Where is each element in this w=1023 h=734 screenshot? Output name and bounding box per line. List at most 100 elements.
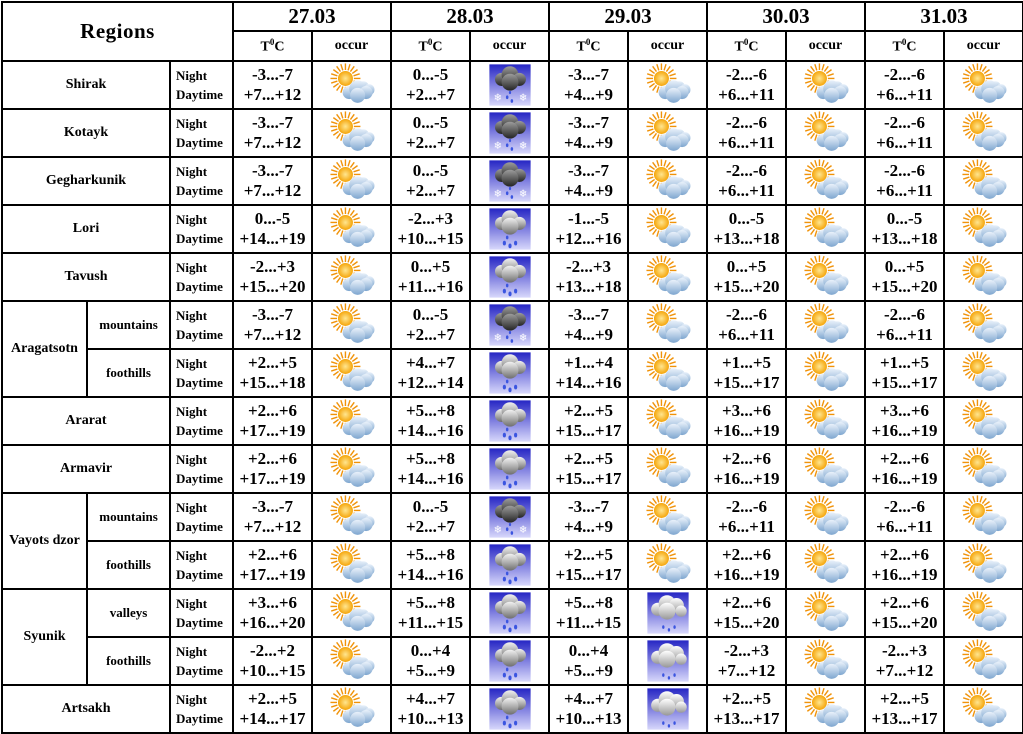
daytime-temp: +11...+15 (555, 613, 622, 632)
temperature-cell: +5...+8 +14...+16 (390, 444, 471, 494)
sun-cloud-icon (645, 303, 690, 343)
daytime-temp: +7...+12 (875, 661, 934, 680)
temperature-cell: +1...+5 +15...+17 (864, 348, 945, 398)
weather-occurrence-cell (943, 540, 1023, 590)
temperature-cell: -2...-6 +6...+11 (706, 156, 787, 206)
temp-header-sup: 0 (427, 36, 433, 47)
daytime-temp: +6...+11 (718, 133, 775, 152)
daytime-temp: +15...+18 (239, 373, 306, 392)
temperature-cell: 0...-5 +2...+7 (390, 156, 471, 206)
temp-column-header: T0C (548, 30, 629, 62)
date-header-31.03: 31.03 (864, 1, 1023, 32)
night-temp: -3...-7 (567, 496, 610, 516)
weather-occurrence-cell: ❄ ❄ (469, 60, 550, 110)
daytime-label: Daytime (176, 471, 223, 486)
temperature-cell: +2...+6 +17...+19 (232, 540, 313, 590)
sun-cloud-icon (961, 351, 1006, 391)
temp-header-t: T (734, 39, 744, 55)
daytime-temp: +6...+11 (718, 325, 775, 344)
daytime-temp: +16...+19 (871, 565, 938, 584)
night-temp: +3...+6 (879, 400, 930, 420)
night-temp: -2...+3 (881, 640, 928, 660)
weather-occurrence-cell (627, 444, 708, 494)
temperature-cell: +2...+6 +16...+19 (864, 540, 945, 590)
temp-column-header: T0C (232, 30, 313, 62)
sun-cloud-icon (645, 399, 690, 439)
occur-column-header: occur (311, 30, 392, 62)
daytime-temp: +7...+12 (243, 325, 302, 344)
night-label: Night (176, 163, 208, 179)
night-temp: +2...+5 (563, 544, 614, 564)
night-temp: +2...+6 (247, 448, 298, 468)
temperature-cell: -2...-6 +6...+11 (864, 60, 945, 110)
sleet-icon: ❄ ❄ (488, 304, 531, 346)
sun-cloud-icon (329, 495, 374, 535)
rain-icon (488, 640, 531, 682)
daytime-temp: +13...+17 (713, 709, 780, 728)
night-temp: 0...-5 (412, 160, 449, 180)
time-of-day-cell: Night Daytime (169, 156, 234, 206)
temperature-cell: +3...+6 +16...+19 (706, 396, 787, 446)
svg-text:❄: ❄ (518, 140, 527, 152)
weather-occurrence-cell (627, 348, 708, 398)
sun-cloud-icon (329, 159, 374, 199)
temperature-cell: -3...-7 +4...+9 (548, 108, 629, 158)
weather-occurrence-cell (627, 684, 708, 734)
night-label: Night (176, 547, 208, 563)
sun-cloud-icon (803, 111, 848, 151)
sun-cloud-icon (645, 543, 690, 583)
occur-column-header: occur (943, 30, 1023, 62)
night-temp: +5...+8 (405, 592, 456, 612)
sleet-icon: ❄ ❄ (488, 160, 531, 202)
sun-cloud-icon (803, 591, 848, 631)
weather-occurrence-cell: ❄ ❄ (469, 108, 550, 158)
daytime-temp: +13...+18 (871, 229, 938, 248)
daytime-temp: +7...+12 (717, 661, 776, 680)
temperature-cell: 0...-5 +2...+7 (390, 60, 471, 110)
night-temp: +4...+7 (563, 688, 614, 708)
weather-occurrence-cell (311, 252, 392, 302)
weather-occurrence-cell (785, 60, 866, 110)
night-temp: -3...-7 (251, 496, 294, 516)
sun-cloud-icon (645, 447, 690, 487)
temperature-cell: +5...+8 +11...+15 (548, 588, 629, 638)
sun-cloud-icon (803, 255, 848, 295)
weather-occurrence-cell (469, 636, 550, 686)
rain-icon (488, 448, 531, 490)
temperature-cell: -2...+3 +7...+12 (706, 636, 787, 686)
weather-occurrence-cell (943, 444, 1023, 494)
sleet-icon: ❄ ❄ (488, 112, 531, 154)
time-of-day-cell: Night Daytime (169, 300, 234, 350)
sun-cloud-icon (329, 207, 374, 247)
weather-occurrence-cell (943, 684, 1023, 734)
daytime-label: Daytime (176, 375, 223, 390)
temperature-cell: -2...-6 +6...+11 (864, 108, 945, 158)
region-name: Shirak (1, 60, 171, 110)
night-label: Night (176, 643, 208, 659)
sun-cloud-icon (961, 399, 1006, 439)
temperature-cell: -2...+3 +7...+12 (864, 636, 945, 686)
night-temp: -1...-5 (567, 208, 610, 228)
night-temp: 0...-5 (886, 208, 923, 228)
daytime-temp: +4...+9 (563, 517, 614, 536)
temp-header-c: C (748, 39, 759, 55)
weather-occurrence-cell (785, 396, 866, 446)
night-temp: -3...-7 (567, 112, 610, 132)
weather-occurrence-cell (785, 300, 866, 350)
date-header-27.03: 27.03 (232, 1, 392, 32)
weather-occurrence-cell (627, 636, 708, 686)
night-temp: +3...+6 (721, 400, 772, 420)
temperature-cell: 0...+5 +15...+20 (864, 252, 945, 302)
daytime-temp: +12...+16 (555, 229, 622, 248)
night-temp: -3...-7 (251, 304, 294, 324)
daytime-temp: +15...+17 (555, 469, 622, 488)
night-temp: 0...-5 (412, 304, 449, 324)
header-row-sub: T0C occur T0C occur T0C occur T0C occur T0C occur (2, 30, 1023, 62)
temperature-cell: +2...+6 +17...+19 (232, 396, 313, 446)
temperature-cell: +2...+5 +13...+17 (864, 684, 945, 734)
daytime-temp: +6...+11 (718, 517, 775, 536)
sun-cloud-icon (645, 159, 690, 199)
daytime-temp: +6...+11 (876, 181, 933, 200)
temperature-cell: +2...+5 +15...+17 (548, 396, 629, 446)
daytime-label: Daytime (176, 711, 223, 726)
